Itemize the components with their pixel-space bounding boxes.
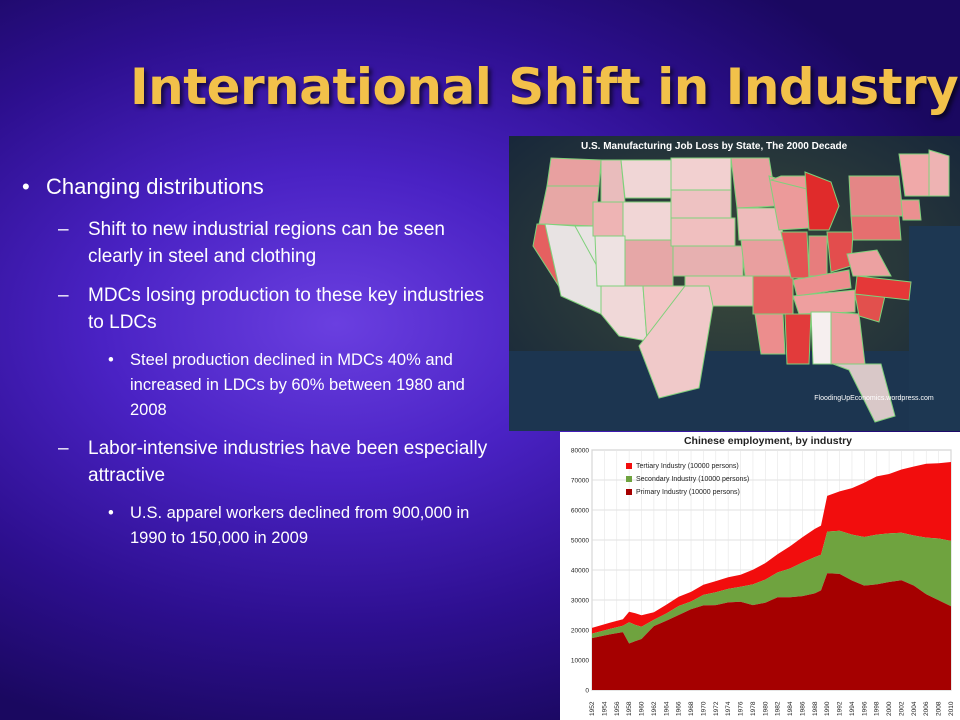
y-tick-label-0: 0 [585,688,589,695]
x-tick-label-25: 2002 [898,701,905,716]
x-tick-label-21: 1994 [849,701,856,716]
y-tick-label-8: 80000 [571,448,589,455]
x-tick-label-15: 1982 [775,701,782,716]
x-tick-label-23: 1998 [874,701,881,716]
x-tick-label-19: 1990 [824,701,831,716]
x-tick-label-17: 1986 [799,701,806,716]
y-tick-label-4: 40000 [571,568,589,575]
x-tick-label-0: 1952 [589,701,596,716]
x-tick-label-14: 1980 [762,701,769,716]
x-tick-label-13: 1978 [750,701,757,716]
bullet-steel-production: Steel production declined in MDCs 40% an… [22,348,492,423]
x-tick-label-29: 2010 [948,701,955,716]
x-tick-label-24: 2000 [886,701,893,716]
y-tick-label-3: 30000 [571,598,589,605]
legend-swatch-1 [626,476,632,482]
x-tick-label-7: 1966 [676,701,683,716]
y-tick-label-2: 20000 [571,628,589,635]
legend-label-1: Secondary Industry (10000 persons) [636,476,749,483]
x-tick-label-6: 1964 [663,701,670,716]
bullet-mdcs-losing: MDCs losing production to these key indu… [22,282,492,336]
x-tick-label-2: 1956 [614,701,621,716]
map-title: U.S. Manufacturing Job Loss by State, Th… [581,141,848,152]
x-tick-label-3: 1958 [626,701,633,716]
x-tick-label-12: 1976 [738,701,745,716]
legend-swatch-0 [626,489,632,495]
x-tick-label-16: 1984 [787,701,794,716]
bullet-changing-distributions: Changing distributions [22,172,492,202]
x-tick-label-11: 1974 [725,701,732,716]
x-tick-label-27: 2006 [923,701,930,716]
area-series-1 [592,530,951,644]
y-tick-label-6: 60000 [571,508,589,515]
x-tick-label-10: 1972 [713,701,720,716]
area-series-2 [592,462,951,634]
bullet-shift-new-regions: Shift to new industrial regions can be s… [22,216,492,270]
legend-label-2: Tertiary Industry (10000 persons) [636,463,739,470]
bullet-list: Changing distributions Shift to new indu… [22,172,492,563]
x-tick-label-9: 1970 [700,701,707,716]
area-series-0 [592,573,951,690]
x-tick-label-5: 1962 [651,701,658,716]
state-shapes [532,149,950,423]
map-credit: FloodingUpEconomics.wordpress.com [814,395,934,402]
x-tick-label-22: 1996 [861,701,868,716]
legend-label-0: Primary Industry (10000 persons) [636,489,740,496]
x-tick-label-26: 2004 [911,701,918,716]
bullet-labor-intensive: Labor-intensive industries have been esp… [22,435,492,489]
bullet-apparel-workers: U.S. apparel workers declined from 900,0… [22,501,492,551]
y-tick-label-5: 50000 [571,538,589,545]
chinese-employment-chart: Chinese employment, by industry 0 10000 200… [560,432,960,720]
x-tick-label-1: 1954 [601,701,608,716]
x-tick-label-18: 1988 [812,701,819,716]
x-tick-label-4: 1960 [639,701,646,716]
legend-swatch-2 [626,463,632,469]
x-tick-label-20: 1992 [837,701,844,716]
y-tick-label-1: 10000 [571,658,589,665]
x-tick-label-28: 2008 [936,701,943,716]
us-job-loss-map: U.S. Manufacturing Job Loss by State, Th… [509,136,960,431]
x-tick-label-8: 1968 [688,701,695,716]
slide-title: International Shift in Industry [130,58,959,116]
chart-title: Chinese employment, by industry [684,435,852,447]
y-tick-label-7: 70000 [571,478,589,485]
